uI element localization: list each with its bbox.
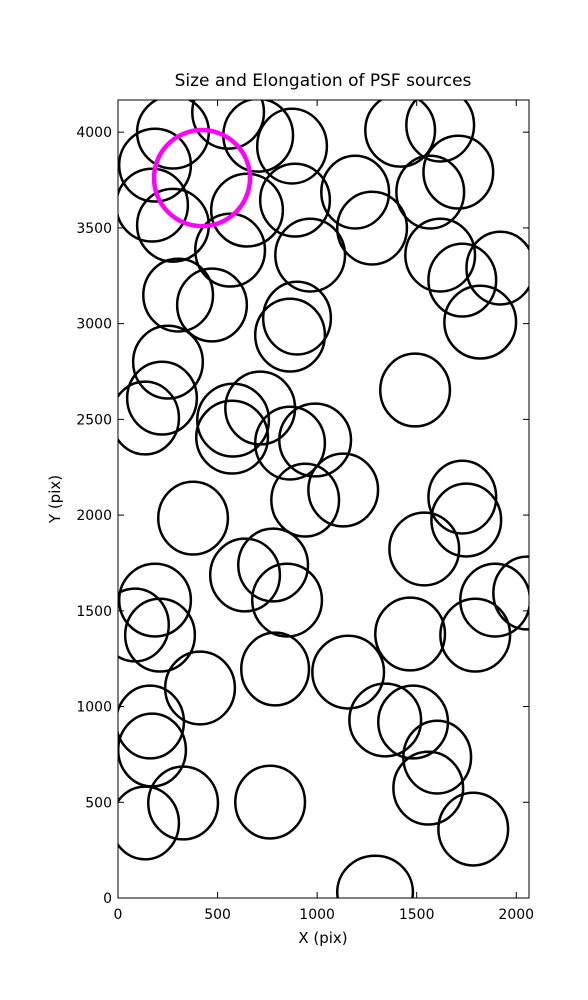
source-ellipse	[123, 597, 197, 673]
source-ellipse	[492, 555, 529, 631]
source-ellipse	[430, 482, 503, 558]
axes-frame	[117, 99, 530, 899]
source-ellipse	[278, 402, 353, 478]
source-ellipse	[274, 217, 347, 293]
source-ellipse	[459, 562, 529, 638]
x-tick-label: 0	[114, 907, 123, 923]
source-ellipse	[374, 596, 447, 672]
source-ellipse	[437, 791, 510, 867]
y-tick-label: 3000	[76, 317, 112, 333]
source-ellipse	[131, 324, 205, 400]
y-tick-label: 1000	[76, 700, 112, 716]
y-axis-label: Y (pix)	[46, 475, 64, 524]
source-ellipse	[402, 719, 473, 795]
source-ellipse	[208, 537, 282, 613]
source-ellipse	[311, 634, 386, 710]
chart-title: Size and Elongation of PSF sources	[175, 71, 472, 91]
source-ellipse	[234, 764, 307, 840]
source-ellipse	[422, 134, 495, 210]
x-tick-label: 2000	[498, 907, 534, 923]
source-ellipse	[209, 172, 285, 248]
source-ellipse	[465, 230, 529, 306]
highlight-ellipse	[151, 127, 253, 229]
y-tick-label: 500	[85, 795, 112, 811]
source-ellipse	[118, 684, 186, 760]
source-ellipse	[335, 190, 409, 266]
y-tick-label: 4000	[76, 125, 112, 141]
source-ellipse	[194, 212, 267, 288]
source-ellipse	[261, 280, 333, 356]
x-tick-label: 1500	[399, 907, 435, 923]
source-ellipse	[255, 107, 329, 185]
source-ellipse	[250, 562, 324, 638]
source-ellipse	[118, 127, 193, 203]
y-tick-label: 2500	[76, 412, 112, 428]
source-ellipse	[443, 284, 518, 360]
source-ellipse	[439, 597, 512, 673]
y-tick-label: 1500	[76, 604, 112, 620]
x-tick-label: 1000	[299, 907, 335, 923]
x-axis-label: X (pix)	[298, 929, 347, 947]
source-ellipse	[348, 682, 423, 758]
y-tick-label: 2000	[76, 508, 112, 524]
source-ellipse	[427, 459, 498, 535]
x-tick-label: 500	[204, 907, 231, 923]
y-tick-label: 0	[103, 891, 112, 907]
source-ellipse	[307, 452, 380, 528]
source-ellipse	[253, 405, 327, 481]
source-ellipse	[405, 100, 476, 163]
source-ellipse	[253, 297, 327, 373]
source-ellipse	[237, 527, 310, 603]
source-ellipse	[175, 267, 249, 343]
source-ellipse	[388, 511, 461, 587]
source-ellipse	[258, 162, 332, 238]
source-ellipse	[191, 100, 266, 150]
source-ellipse	[156, 480, 230, 556]
source-ellipse	[392, 750, 465, 826]
source-ellipse	[147, 765, 220, 841]
source-ellipse	[270, 462, 341, 538]
source-ellipse	[240, 631, 311, 707]
source-ellipse	[118, 380, 181, 456]
source-ellipse	[336, 854, 415, 898]
source-ellipse	[195, 399, 270, 475]
source-ellipse	[118, 167, 190, 243]
plot-area	[118, 100, 529, 898]
source-ellipse	[404, 217, 477, 293]
source-ellipse	[320, 154, 391, 230]
source-ellipse	[125, 360, 199, 436]
source-ellipse	[379, 352, 452, 428]
source-ellipse	[427, 242, 498, 318]
source-ellipse	[364, 100, 437, 168]
source-ellipse	[163, 650, 237, 726]
source-ellipse	[142, 257, 215, 333]
source-ellipse	[118, 785, 181, 861]
source-ellipse	[395, 154, 466, 230]
y-tick-label: 3500	[76, 221, 112, 237]
source-ellipse	[118, 562, 193, 638]
